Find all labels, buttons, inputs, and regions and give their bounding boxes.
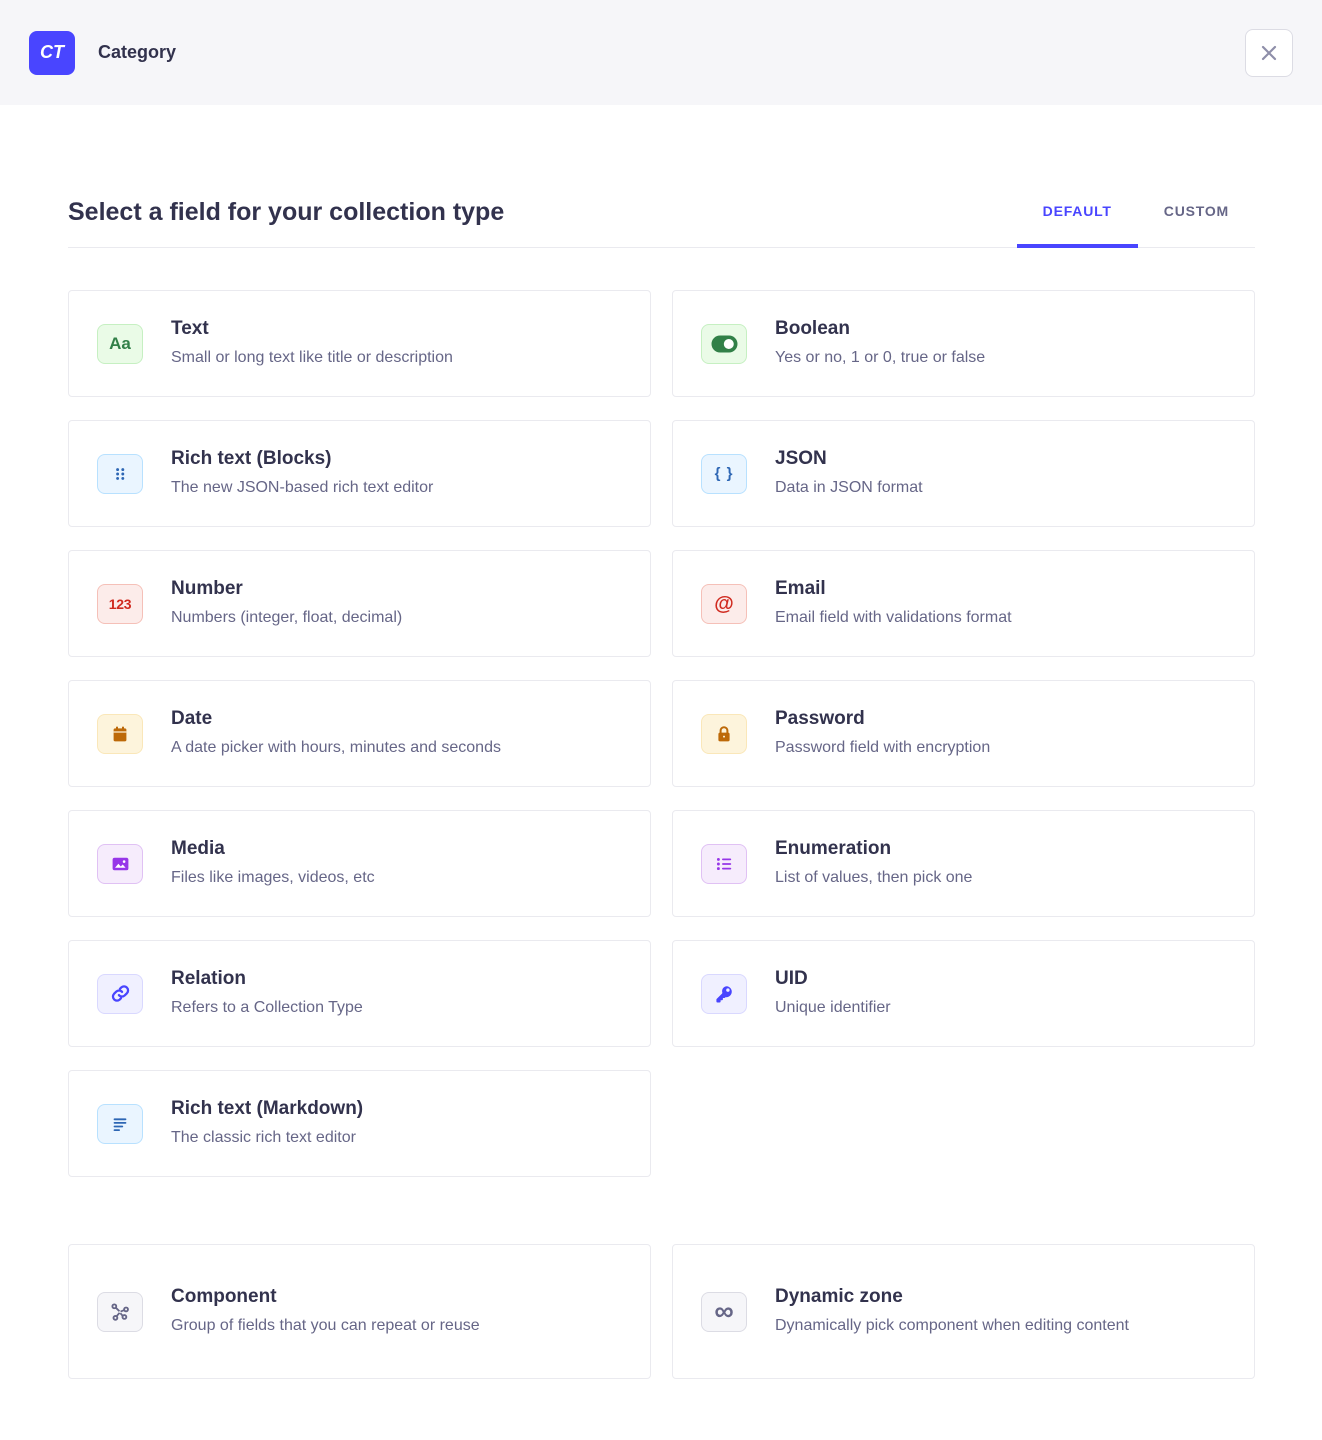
modal-titlebar: CT Category — [0, 0, 1322, 105]
close-button[interactable] — [1245, 28, 1293, 77]
number-icon: 123 — [97, 583, 143, 624]
field-description: Refers to a Collection Type — [171, 999, 363, 1017]
tab-custom[interactable]: CUSTOM — [1138, 195, 1255, 247]
field-card-dynamic-zone[interactable]: ∞ Dynamic zone Dynamically pick component … — [672, 1244, 1255, 1379]
field-description: The classic rich text editor — [171, 1129, 356, 1147]
field-card-richtext-blocks[interactable]: Rich text (Blocks) The new JSON-based ric… — [68, 420, 651, 527]
number-icon-glyph: 123 — [108, 595, 132, 612]
infinity-icon-glyph: ∞ — [714, 1296, 734, 1326]
field-title: Rich text (Blocks) — [171, 447, 332, 469]
field-card-date[interactable]: Date A date picker with hours, minutes an… — [68, 680, 651, 787]
text-icon: Aa — [97, 323, 143, 364]
json-braces-icon: { } — [701, 453, 747, 494]
modal-body: Select a field for your collection type … — [0, 195, 1322, 1379]
field-title: Relation — [171, 967, 246, 989]
field-title: Dynamic zone — [775, 1285, 903, 1307]
field-description: The new JSON-based rich text editor — [171, 479, 434, 497]
field-card-text: Dynamic zone Dynamically pick component w… — [775, 1285, 1129, 1339]
field-description: Unique identifier — [775, 999, 891, 1017]
field-description: Dynamically pick component when editing … — [775, 1317, 1129, 1335]
field-card-number[interactable]: 123 Number Numbers (integer, float, decima… — [68, 550, 651, 657]
field-card-text: Password Password field with encryption — [775, 707, 990, 761]
field-title: Media — [171, 837, 225, 859]
tab-default[interactable]: DEFAULT — [1016, 195, 1138, 248]
field-card-json[interactable]: { } JSON Data in JSON format — [672, 420, 1255, 527]
field-card-text: Date A date picker with hours, minutes an… — [171, 707, 501, 761]
field-title: Number — [171, 577, 243, 599]
field-card-text: Enumeration List of values, then pick one — [775, 837, 972, 891]
field-title: UID — [775, 967, 808, 989]
field-card-media[interactable]: Media Files like images, videos, etc — [68, 810, 651, 917]
content-type-badge: CT — [29, 30, 75, 75]
infinity-icon: ∞ — [701, 1291, 747, 1332]
field-card-text: UID Unique identifier — [775, 967, 891, 1021]
field-title: Text — [171, 317, 209, 339]
advanced-fields-grid: Component Group of fields that you can re… — [68, 1244, 1255, 1379]
field-card-text: Email Email field with validations format — [775, 577, 1012, 631]
field-description: Small or long text like title or descrip… — [171, 349, 453, 367]
blocks-dots-icon — [97, 453, 143, 494]
field-card-text[interactable]: Aa Text Small or long text like title or d… — [68, 290, 651, 397]
field-title: Rich text (Markdown) — [171, 1097, 364, 1119]
field-title: Email — [775, 577, 826, 599]
field-card-text: Rich text (Markdown) The classic rich tex… — [171, 1097, 363, 1151]
text-icon-glyph: Aa — [109, 334, 131, 353]
picture-icon — [97, 843, 143, 884]
lock-icon — [701, 713, 747, 754]
field-card-text: Relation Refers to a Collection Type — [171, 967, 363, 1021]
field-title: Component — [171, 1285, 277, 1307]
field-card-relation[interactable]: Relation Refers to a Collection Type — [68, 940, 651, 1047]
paragraph-lines-icon — [97, 1103, 143, 1144]
field-card-text: Media Files like images, videos, etc — [171, 837, 375, 891]
email-at-icon: @ — [701, 583, 747, 624]
field-description: A date picker with hours, minutes and se… — [171, 739, 501, 757]
field-title: JSON — [775, 447, 827, 469]
field-title: Boolean — [775, 317, 850, 339]
field-card-email[interactable]: @ Email Email field with validations forma… — [672, 550, 1255, 657]
field-title: Password — [775, 707, 865, 729]
field-card-enumeration[interactable]: Enumeration List of values, then pick one — [672, 810, 1255, 917]
page-title: Select a field for your collection type — [68, 198, 505, 226]
field-card-text: Number Numbers (integer, float, decimal) — [171, 577, 402, 631]
heading-row: Select a field for your collection type … — [68, 195, 1255, 248]
field-card-uid[interactable]: UID Unique identifier — [672, 940, 1255, 1047]
key-icon — [701, 973, 747, 1014]
field-card-richtext-markdown[interactable]: Rich text (Markdown) The classic rich tex… — [68, 1070, 651, 1177]
field-description: List of values, then pick one — [775, 869, 973, 887]
field-description: Email field with validations format — [775, 609, 1012, 627]
field-description: Group of fields that you can repeat or r… — [171, 1317, 480, 1335]
field-title: Enumeration — [775, 837, 892, 859]
bullet-list-icon — [701, 843, 747, 884]
field-description: Yes or no, 1 or 0, true or false — [775, 349, 986, 367]
default-fields-grid: Aa Text Small or long text like title or d… — [68, 290, 1255, 1177]
component-nodes-icon — [97, 1291, 143, 1332]
link-icon — [97, 973, 143, 1014]
field-card-text: Boolean Yes or no, 1 or 0, true or false — [775, 317, 985, 371]
field-card-boolean[interactable]: Boolean Yes or no, 1 or 0, true or false — [672, 290, 1255, 397]
field-title: Date — [171, 707, 213, 729]
field-description: Data in JSON format — [775, 479, 923, 497]
field-description: Numbers (integer, float, decimal) — [171, 609, 403, 627]
field-card-text: JSON Data in JSON format — [775, 447, 923, 501]
field-kind-tabs: DEFAULT CUSTOM — [1016, 195, 1255, 248]
field-card-text: Rich text (Blocks) The new JSON-based ric… — [171, 447, 433, 501]
field-description: Files like images, videos, etc — [171, 869, 375, 887]
field-card-component[interactable]: Component Group of fields that you can re… — [68, 1244, 651, 1379]
content-type-title: Category — [98, 42, 177, 62]
field-card-password[interactable]: Password Password field with encryption — [672, 680, 1255, 787]
boolean-toggle-icon — [701, 323, 747, 364]
close-icon — [1259, 43, 1279, 63]
calendar-icon — [97, 713, 143, 754]
field-description: Password field with encryption — [775, 739, 991, 757]
email-at-icon-glyph: @ — [714, 592, 734, 615]
field-card-text: Component Group of fields that you can re… — [171, 1285, 480, 1339]
json-braces-icon-glyph: { } — [714, 465, 734, 482]
field-card-text: Text Small or long text like title or des… — [171, 317, 453, 371]
